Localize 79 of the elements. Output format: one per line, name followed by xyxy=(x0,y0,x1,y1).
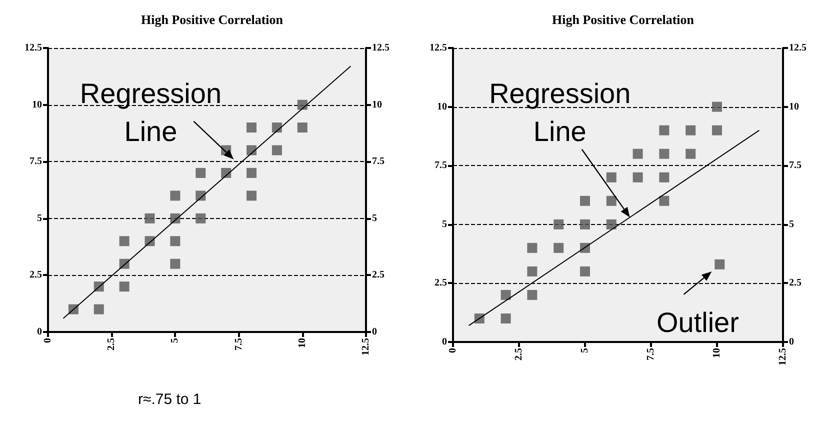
y-tick-label: 10 xyxy=(32,99,42,110)
point xyxy=(580,219,590,230)
y2-tick-label: 5 xyxy=(789,218,794,230)
point xyxy=(632,172,643,182)
point xyxy=(272,145,282,156)
point xyxy=(500,313,511,324)
point xyxy=(527,266,538,276)
y2-tick-label: 12.5 xyxy=(789,42,806,54)
point xyxy=(246,122,257,133)
point xyxy=(170,258,180,269)
point xyxy=(297,100,308,110)
point xyxy=(606,196,616,206)
y2-tick-label: 10 xyxy=(789,101,799,112)
point xyxy=(580,196,590,206)
y-tick-label: 5 xyxy=(37,212,42,224)
point xyxy=(554,242,564,253)
y-tick-label: 7.5 xyxy=(30,156,42,168)
point xyxy=(659,148,670,159)
point xyxy=(196,213,206,224)
x-tick-label: 12.5 xyxy=(360,338,372,356)
point xyxy=(686,148,696,159)
y2-tick-label: 7.5 xyxy=(789,160,802,172)
point xyxy=(170,190,180,201)
point xyxy=(144,213,155,224)
x-tick-label: 0 xyxy=(42,338,54,343)
point xyxy=(686,125,696,136)
point xyxy=(272,122,282,133)
point xyxy=(246,190,257,201)
y-tick-label: 12.5 xyxy=(430,42,447,54)
point xyxy=(527,242,538,253)
x-tick-label: 5 xyxy=(170,338,181,343)
point xyxy=(632,148,643,159)
point xyxy=(500,290,511,300)
point xyxy=(119,282,130,292)
x-tick-label: 2.5 xyxy=(106,338,118,350)
point xyxy=(580,266,590,276)
annotation: Outlier xyxy=(656,306,739,338)
y2-tick-label: 2.5 xyxy=(789,278,802,289)
x-tick-label: 10 xyxy=(296,338,308,348)
x-tick-label: 7.5 xyxy=(233,338,244,350)
point xyxy=(527,290,538,300)
x-tick-label: 0 xyxy=(448,348,458,353)
annotation: Regression Line xyxy=(80,78,222,147)
point xyxy=(196,168,206,178)
point xyxy=(170,236,180,246)
point xyxy=(94,304,104,314)
point xyxy=(606,172,616,182)
point xyxy=(712,125,722,136)
point xyxy=(712,102,722,112)
x-tick-label: 2.5 xyxy=(514,348,524,360)
point xyxy=(659,172,670,182)
point xyxy=(554,219,564,230)
y-tick-label: 2.5 xyxy=(30,270,42,281)
text: r≈.75 to 1 xyxy=(138,391,202,408)
point xyxy=(297,122,308,133)
point xyxy=(659,125,670,136)
x-tick-label: 5 xyxy=(580,348,590,353)
y-tick-label: 2.5 xyxy=(434,278,447,289)
x-tick-label: 10 xyxy=(712,348,722,358)
chart-title: High Positive Correlation xyxy=(140,12,284,27)
y2-tick-label: 10 xyxy=(372,99,382,110)
point xyxy=(659,196,670,206)
point xyxy=(246,145,257,156)
point xyxy=(246,168,257,178)
y-tick-label: 12.5 xyxy=(24,42,42,54)
x-tick-label: 12.5 xyxy=(778,348,788,366)
y2-tick-label: 7.5 xyxy=(372,156,384,168)
point xyxy=(119,236,130,246)
y2-tick-label: 5 xyxy=(372,212,377,224)
y2-tick-label: 12.5 xyxy=(372,42,390,54)
x-tick-label: 7.5 xyxy=(646,348,656,360)
y-tick-label: 7.5 xyxy=(434,160,447,172)
chart-title: High Positive Correlation xyxy=(552,12,695,27)
y-tick-label: 10 xyxy=(437,101,447,112)
y2-tick-label: 2.5 xyxy=(372,270,384,281)
y-tick-label: 5 xyxy=(442,218,447,230)
point xyxy=(606,219,616,230)
point xyxy=(714,259,725,270)
annotation: Regression Line xyxy=(489,78,631,147)
